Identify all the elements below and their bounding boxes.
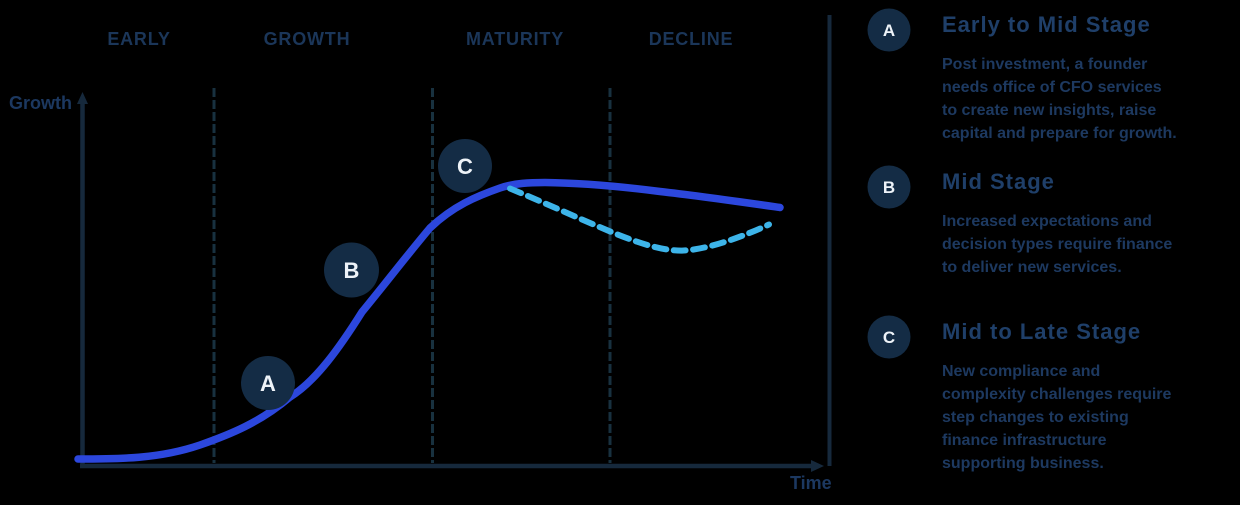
svg-text:A: A <box>260 371 276 396</box>
svg-text:B: B <box>883 178 895 197</box>
svg-text:A: A <box>883 21 895 40</box>
svg-text:C: C <box>883 328 895 347</box>
svg-text:C: C <box>457 154 473 179</box>
svg-text:B: B <box>344 258 360 283</box>
